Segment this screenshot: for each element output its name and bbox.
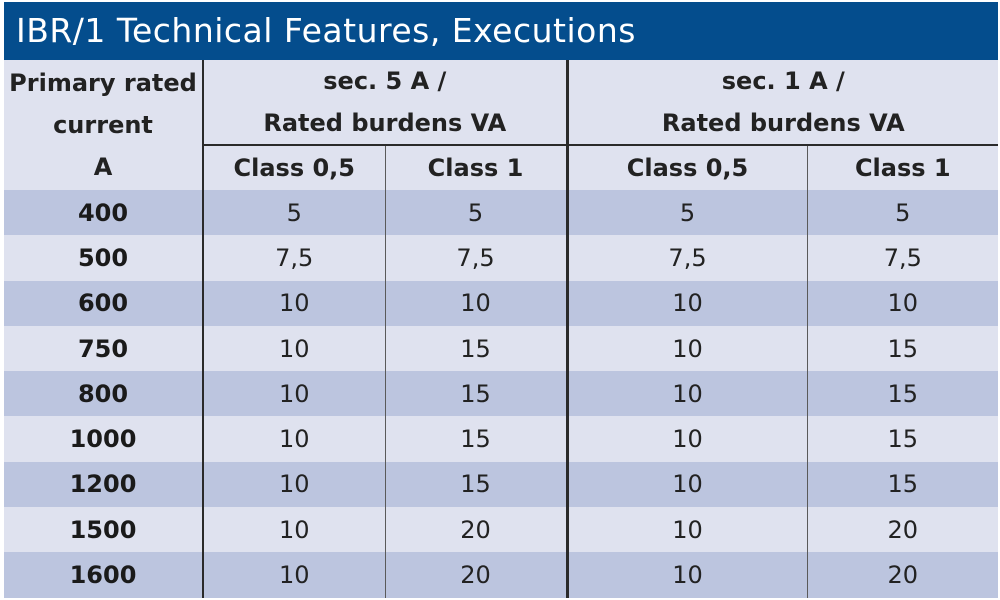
sec1-class05-header: Class 0,5 [565, 145, 808, 190]
sec5-class05-cell: 5 [203, 190, 385, 236]
table-row: 1600 10 20 10 20 [4, 552, 999, 598]
primary-current-header: Primary rated current A [4, 60, 204, 190]
sec5-class05-cell: 10 [203, 325, 385, 372]
sec1-class1-cell: 15 [806, 325, 999, 372]
sec1-class05-cell: 10 [565, 325, 808, 372]
sec5-class1-cell: 7,5 [384, 235, 568, 281]
table-header: Primary rated current A sec. 5 A / Rated… [4, 60, 999, 190]
burden-table: Primary rated current A sec. 5 A / Rated… [4, 60, 999, 598]
primary-header-line: A [93, 153, 113, 181]
table-row: 400 5 5 5 5 [4, 190, 999, 236]
sec1-class05-cell: 5 [565, 190, 808, 236]
sec1-class05-cell: 10 [565, 416, 808, 462]
table-row: 800 10 15 10 15 [4, 371, 999, 417]
sec5-class1-cell: 10 [384, 280, 568, 326]
sec1-class1-cell: 20 [806, 552, 999, 598]
sec1-class1-cell: 15 [806, 461, 999, 508]
sec1-class1-cell: 5 [806, 190, 999, 236]
primary-header-line: current [53, 111, 153, 139]
sec1-class05-cell: 10 [565, 552, 808, 598]
primary-current-cell: 500 [4, 235, 204, 281]
sec5-class05-cell: 10 [203, 461, 385, 508]
table-row: 1200 10 15 10 15 [4, 461, 999, 508]
sec5-class1-cell: 15 [384, 461, 568, 508]
sec1-class05-cell: 10 [565, 371, 808, 417]
sec5-class1-cell: 5 [384, 190, 568, 236]
sec1-class05-cell: 10 [565, 507, 808, 553]
sec5-class1-cell: 15 [384, 325, 568, 372]
sec5-class1-cell: 20 [384, 507, 568, 553]
sec1-header-line: sec. 1 A / [721, 67, 845, 95]
sec1-class05-cell: 7,5 [565, 235, 808, 281]
sec5-class1-cell: 15 [384, 371, 568, 417]
primary-current-cell: 1200 [4, 461, 204, 508]
spec-sheet: IBR/1 Technical Features, Executions Pri… [4, 2, 999, 598]
sec5-class1-header: Class 1 [384, 145, 568, 190]
primary-current-cell: 1500 [4, 507, 204, 553]
primary-header-line: Primary rated [9, 69, 197, 97]
sec1-class1-header: Class 1 [806, 145, 999, 190]
sec5-class05-header: Class 0,5 [203, 145, 385, 190]
primary-current-cell: 400 [4, 190, 204, 236]
table-row: 1000 10 15 10 15 [4, 416, 999, 462]
sec1-class05-cell: 10 [565, 461, 808, 508]
table-row: 600 10 10 10 10 [4, 280, 999, 326]
sec5-class05-cell: 10 [203, 552, 385, 598]
sec1-class1-cell: 7,5 [806, 235, 999, 281]
sec5-class05-cell: 7,5 [203, 235, 385, 281]
sec5-class05-cell: 10 [203, 280, 385, 326]
sec1-class1-cell: 10 [806, 280, 999, 326]
sec5-class05-cell: 10 [203, 507, 385, 553]
sec5-class05-cell: 10 [203, 416, 385, 462]
sec5-class1-cell: 15 [384, 416, 568, 462]
primary-current-cell: 600 [4, 280, 204, 326]
sec5-class05-cell: 10 [203, 371, 385, 417]
table-row: 500 7,5 7,5 7,5 7,5 [4, 235, 999, 281]
sec1-group-header: sec. 1 A / Rated burdens VA [565, 60, 999, 146]
sec1-class1-cell: 20 [806, 507, 999, 553]
page-title: IBR/1 Technical Features, Executions [4, 2, 998, 60]
table-row: 1500 10 20 10 20 [4, 507, 999, 553]
primary-current-cell: 1600 [4, 552, 204, 598]
sec5-header-line: Rated burdens VA [263, 109, 507, 137]
sec5-header-line: sec. 5 A / [323, 67, 447, 95]
sec1-class1-cell: 15 [806, 416, 999, 462]
sec5-group-header: sec. 5 A / Rated burdens VA [203, 60, 568, 146]
primary-current-cell: 750 [4, 325, 204, 372]
primary-current-cell: 800 [4, 371, 204, 417]
table-body: 400 5 5 5 5 500 7,5 7,5 7,5 7,5 600 10 1… [4, 190, 999, 598]
sec5-class1-cell: 20 [384, 552, 568, 598]
primary-current-cell: 1000 [4, 416, 204, 462]
table-row: 750 10 15 10 15 [4, 325, 999, 372]
sec1-class05-cell: 10 [565, 280, 808, 326]
sec1-class1-cell: 15 [806, 371, 999, 417]
sec1-header-line: Rated burdens VA [661, 109, 905, 137]
